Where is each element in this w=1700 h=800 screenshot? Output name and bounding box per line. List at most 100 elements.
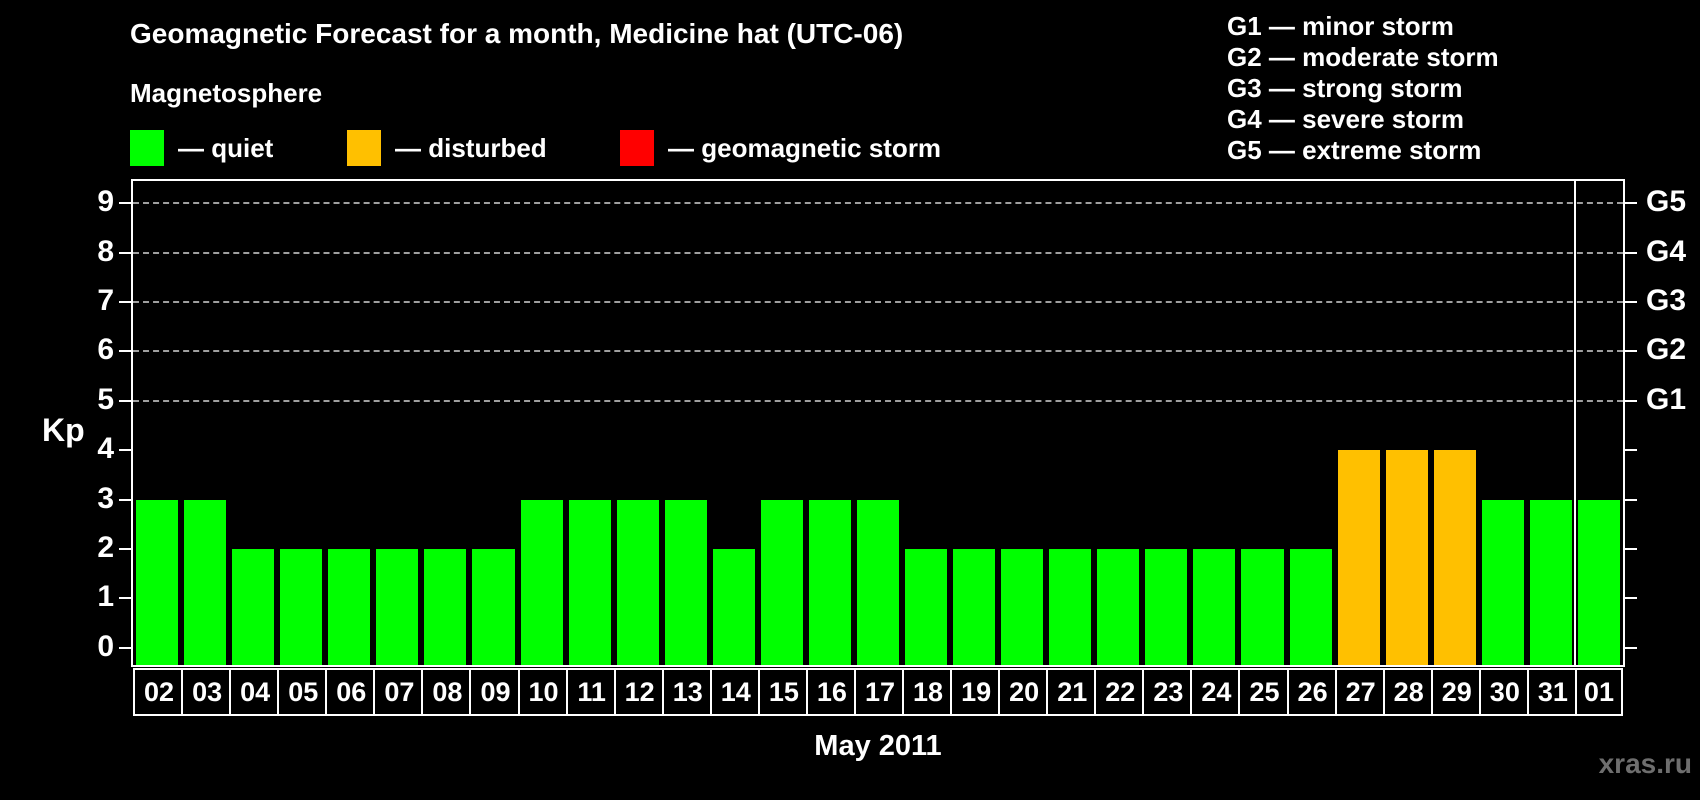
- day-label-06: 06: [325, 668, 376, 716]
- y-tick-label-2: 2: [97, 530, 114, 564]
- bar-day-10: [520, 499, 563, 665]
- day-label-11: 11: [565, 668, 616, 716]
- bar-day-04: [232, 548, 275, 665]
- day-label-13: 13: [661, 668, 712, 716]
- bar-day-01: [1577, 499, 1620, 665]
- legend-label-quiet: — quiet: [178, 132, 274, 163]
- left-tick-9: [119, 202, 131, 205]
- day-label-12: 12: [613, 668, 664, 716]
- day-label-26: 26: [1286, 668, 1337, 716]
- gridline-kp6: [133, 350, 1623, 353]
- left-tick-8: [119, 251, 131, 254]
- month-divider-line: [1573, 181, 1576, 665]
- bar-day-25: [1241, 548, 1284, 665]
- day-label-08: 08: [421, 668, 472, 716]
- g-legend-line-5: G5 — extreme storm: [1227, 135, 1482, 165]
- bar-day-09: [472, 548, 515, 665]
- day-label-23: 23: [1142, 668, 1193, 716]
- y-tick-label-8: 8: [97, 234, 114, 268]
- bar-day-06: [328, 548, 371, 665]
- day-label-21: 21: [1046, 668, 1097, 716]
- day-label-05: 05: [277, 668, 328, 716]
- g-legend-line-1: G1 — minor storm: [1227, 11, 1454, 41]
- y-axis-title: Kp: [42, 412, 85, 448]
- quiet-swatch-icon: [130, 130, 164, 166]
- bar-day-31: [1529, 499, 1572, 665]
- bar-day-17: [856, 499, 900, 665]
- day-label-19: 19: [950, 668, 1001, 716]
- day-label-25: 25: [1238, 668, 1289, 716]
- bar-day-28: [1385, 450, 1428, 665]
- right-tick-1: [1625, 597, 1637, 600]
- legend-item-disturbed: — disturbed: [347, 128, 547, 168]
- day-label-31: 31: [1526, 668, 1577, 716]
- watermark: xras.ru: [1598, 748, 1692, 779]
- day-label-15: 15: [757, 668, 808, 716]
- bar-day-11: [568, 499, 611, 665]
- left-tick-7: [119, 301, 131, 303]
- gridline-kp9: [133, 202, 1623, 205]
- x-axis-title: May 2011: [814, 730, 942, 762]
- right-tick-9: [1625, 202, 1637, 205]
- day-label-24: 24: [1190, 668, 1241, 716]
- legend-item-storm: — geomagnetic storm: [620, 128, 941, 168]
- gridline-kp7: [133, 301, 1623, 303]
- day-label-29: 29: [1430, 668, 1481, 716]
- bar-day-21: [1049, 548, 1092, 665]
- right-tick-8: [1625, 251, 1637, 254]
- right-tick-5: [1625, 399, 1637, 402]
- left-tick-3: [119, 498, 131, 501]
- bar-day-12: [616, 499, 659, 665]
- day-label-09: 09: [469, 668, 520, 716]
- bar-day-27: [1337, 450, 1380, 665]
- g-legend-line-2: G2 — moderate storm: [1227, 42, 1499, 72]
- day-label-17: 17: [853, 668, 905, 716]
- right-tick-4: [1625, 449, 1637, 452]
- left-tick-5: [119, 399, 131, 402]
- day-label-30: 30: [1478, 668, 1529, 716]
- page-title: Geomagnetic Forecast for a month, Medici…: [130, 18, 904, 49]
- right-tick-3: [1625, 498, 1637, 501]
- day-label-16: 16: [805, 668, 856, 716]
- y-tick-label-4: 4: [97, 432, 114, 466]
- day-label-27: 27: [1334, 668, 1385, 716]
- legend-label-storm: — geomagnetic storm: [668, 132, 942, 163]
- day-label-14: 14: [709, 668, 760, 716]
- gridline-kp8: [133, 251, 1623, 254]
- left-tick-0: [119, 646, 131, 649]
- day-label-07: 07: [373, 668, 424, 716]
- y-tick-label-3: 3: [97, 481, 114, 515]
- day-label-22: 22: [1094, 668, 1145, 716]
- day-label-01: 01: [1574, 668, 1623, 716]
- g-legend-line-3: G3 — strong storm: [1227, 73, 1463, 103]
- bar-day-13: [664, 499, 707, 665]
- bar-day-29: [1433, 450, 1476, 665]
- right-tick-2: [1625, 547, 1637, 550]
- bar-day-24: [1193, 548, 1236, 665]
- bar-day-05: [280, 548, 323, 665]
- left-tick-4: [119, 449, 131, 452]
- bar-day-23: [1145, 548, 1188, 665]
- y-tick-label-7: 7: [97, 284, 114, 317]
- bar-day-30: [1481, 499, 1524, 665]
- day-label-10: 10: [517, 668, 568, 716]
- day-label-04: 04: [229, 668, 280, 716]
- bar-day-22: [1097, 548, 1140, 665]
- legend-item-quiet: — quiet: [130, 128, 273, 168]
- legend-label-disturbed: — disturbed: [395, 132, 547, 163]
- bar-day-18: [905, 548, 948, 665]
- storm-swatch-icon: [620, 130, 654, 166]
- bar-day-19: [953, 548, 996, 665]
- gridline-kp5: [133, 399, 1623, 402]
- day-label-28: 28: [1382, 668, 1433, 716]
- y-tick-label-5: 5: [97, 382, 114, 416]
- y-tick-label-1: 1: [97, 580, 114, 614]
- bar-day-20: [1001, 548, 1044, 665]
- g-axis-label-g3: G3: [1646, 284, 1687, 317]
- day-label-02: 02: [133, 668, 184, 716]
- day-label-20: 20: [998, 668, 1049, 716]
- bar-day-16: [808, 499, 851, 665]
- right-tick-7: [1625, 301, 1637, 303]
- bar-day-14: [712, 548, 755, 665]
- left-tick-1: [119, 597, 131, 600]
